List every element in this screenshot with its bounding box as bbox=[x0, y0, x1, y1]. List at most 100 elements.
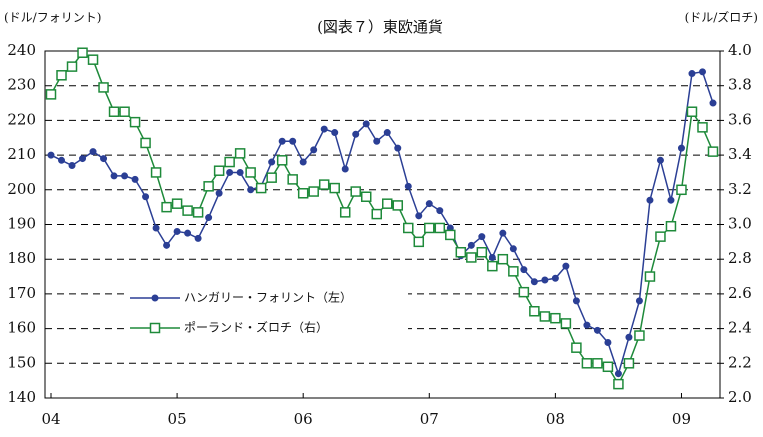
y-tick-label: 180 bbox=[7, 249, 36, 267]
marker bbox=[646, 196, 654, 204]
x-tick-label: 07 bbox=[420, 410, 439, 428]
y2-tick-label: 3.2 bbox=[728, 180, 752, 198]
marker bbox=[593, 326, 601, 334]
y-tick-label: 220 bbox=[7, 110, 36, 128]
marker bbox=[551, 274, 559, 282]
marker bbox=[644, 271, 656, 282]
marker bbox=[278, 137, 286, 145]
marker bbox=[403, 222, 414, 234]
legend-bg bbox=[128, 288, 408, 308]
y-tick-label: 190 bbox=[7, 215, 36, 233]
marker bbox=[215, 189, 223, 197]
marker bbox=[520, 266, 528, 274]
marker bbox=[58, 156, 66, 164]
marker bbox=[518, 286, 530, 298]
marker bbox=[66, 61, 78, 72]
marker bbox=[707, 146, 719, 157]
y2-tick-label: 3.8 bbox=[728, 76, 752, 94]
marker bbox=[656, 156, 664, 164]
marker bbox=[539, 311, 551, 322]
marker bbox=[360, 191, 372, 202]
plot-frame bbox=[44, 50, 721, 399]
legend-bg bbox=[128, 318, 408, 338]
marker bbox=[149, 322, 161, 334]
legend-label: ハンガリー・フォリント（左） bbox=[184, 290, 352, 305]
marker bbox=[413, 236, 425, 248]
y2-tick-label: 2.8 bbox=[728, 249, 752, 267]
y2-tick-label: 2.6 bbox=[728, 284, 752, 302]
marker bbox=[613, 378, 624, 390]
marker bbox=[415, 212, 423, 220]
chart-title: (図表７）東欧通貨 bbox=[317, 18, 443, 36]
marker bbox=[581, 358, 593, 369]
marker bbox=[478, 233, 486, 241]
marker bbox=[192, 207, 204, 218]
series-line bbox=[50, 70, 714, 377]
marker bbox=[424, 222, 435, 234]
marker bbox=[224, 156, 235, 168]
marker bbox=[339, 207, 351, 218]
marker bbox=[299, 158, 307, 166]
marker bbox=[425, 200, 433, 208]
marker bbox=[213, 165, 225, 176]
marker bbox=[205, 214, 213, 222]
marker bbox=[331, 129, 339, 137]
marker bbox=[583, 321, 591, 329]
marker bbox=[373, 137, 381, 145]
marker bbox=[329, 182, 340, 194]
y-tick-label: 170 bbox=[7, 284, 36, 302]
marker bbox=[677, 144, 685, 152]
marker bbox=[392, 200, 404, 211]
marker bbox=[236, 168, 244, 176]
marker bbox=[623, 358, 635, 369]
marker bbox=[184, 229, 192, 237]
marker bbox=[476, 247, 488, 258]
marker bbox=[234, 148, 246, 159]
marker bbox=[487, 260, 498, 272]
marker bbox=[194, 234, 202, 242]
series-line bbox=[50, 51, 714, 386]
marker bbox=[77, 47, 88, 58]
marker bbox=[634, 330, 645, 341]
marker bbox=[571, 342, 582, 353]
marker bbox=[560, 318, 572, 329]
marker bbox=[108, 106, 120, 117]
marker bbox=[382, 198, 393, 209]
marker bbox=[371, 208, 382, 220]
marker bbox=[688, 70, 696, 78]
y-tick-label: 210 bbox=[7, 145, 36, 163]
marker bbox=[508, 266, 519, 277]
marker bbox=[255, 182, 267, 194]
legend-label: ポーランド・ズロチ（右） bbox=[184, 320, 328, 335]
marker bbox=[592, 358, 603, 369]
marker bbox=[161, 201, 172, 213]
marker bbox=[318, 179, 330, 190]
marker bbox=[121, 172, 129, 180]
marker bbox=[87, 54, 99, 65]
y2-tick-label: 2.4 bbox=[728, 319, 752, 337]
marker bbox=[247, 186, 255, 194]
marker bbox=[614, 370, 622, 378]
marker bbox=[530, 278, 538, 286]
marker bbox=[226, 168, 234, 176]
marker bbox=[466, 252, 477, 263]
y-tick-label: 200 bbox=[7, 180, 36, 198]
marker bbox=[56, 70, 67, 81]
marker bbox=[562, 262, 570, 270]
marker bbox=[602, 361, 614, 373]
y-tick-label: 140 bbox=[7, 388, 36, 406]
marker bbox=[140, 137, 151, 149]
y2-tick-label: 2.2 bbox=[728, 353, 752, 371]
marker bbox=[320, 125, 328, 133]
x-tick-label: 04 bbox=[41, 410, 60, 428]
marker bbox=[550, 312, 561, 324]
marker bbox=[203, 181, 214, 192]
marker bbox=[341, 165, 349, 173]
marker bbox=[350, 186, 361, 197]
marker bbox=[268, 158, 276, 166]
y-tick-label: 160 bbox=[7, 319, 36, 337]
x-tick-label: 06 bbox=[294, 410, 313, 428]
marker bbox=[572, 297, 580, 305]
y2-tick-label: 2.0 bbox=[728, 388, 752, 406]
marker bbox=[89, 148, 97, 156]
